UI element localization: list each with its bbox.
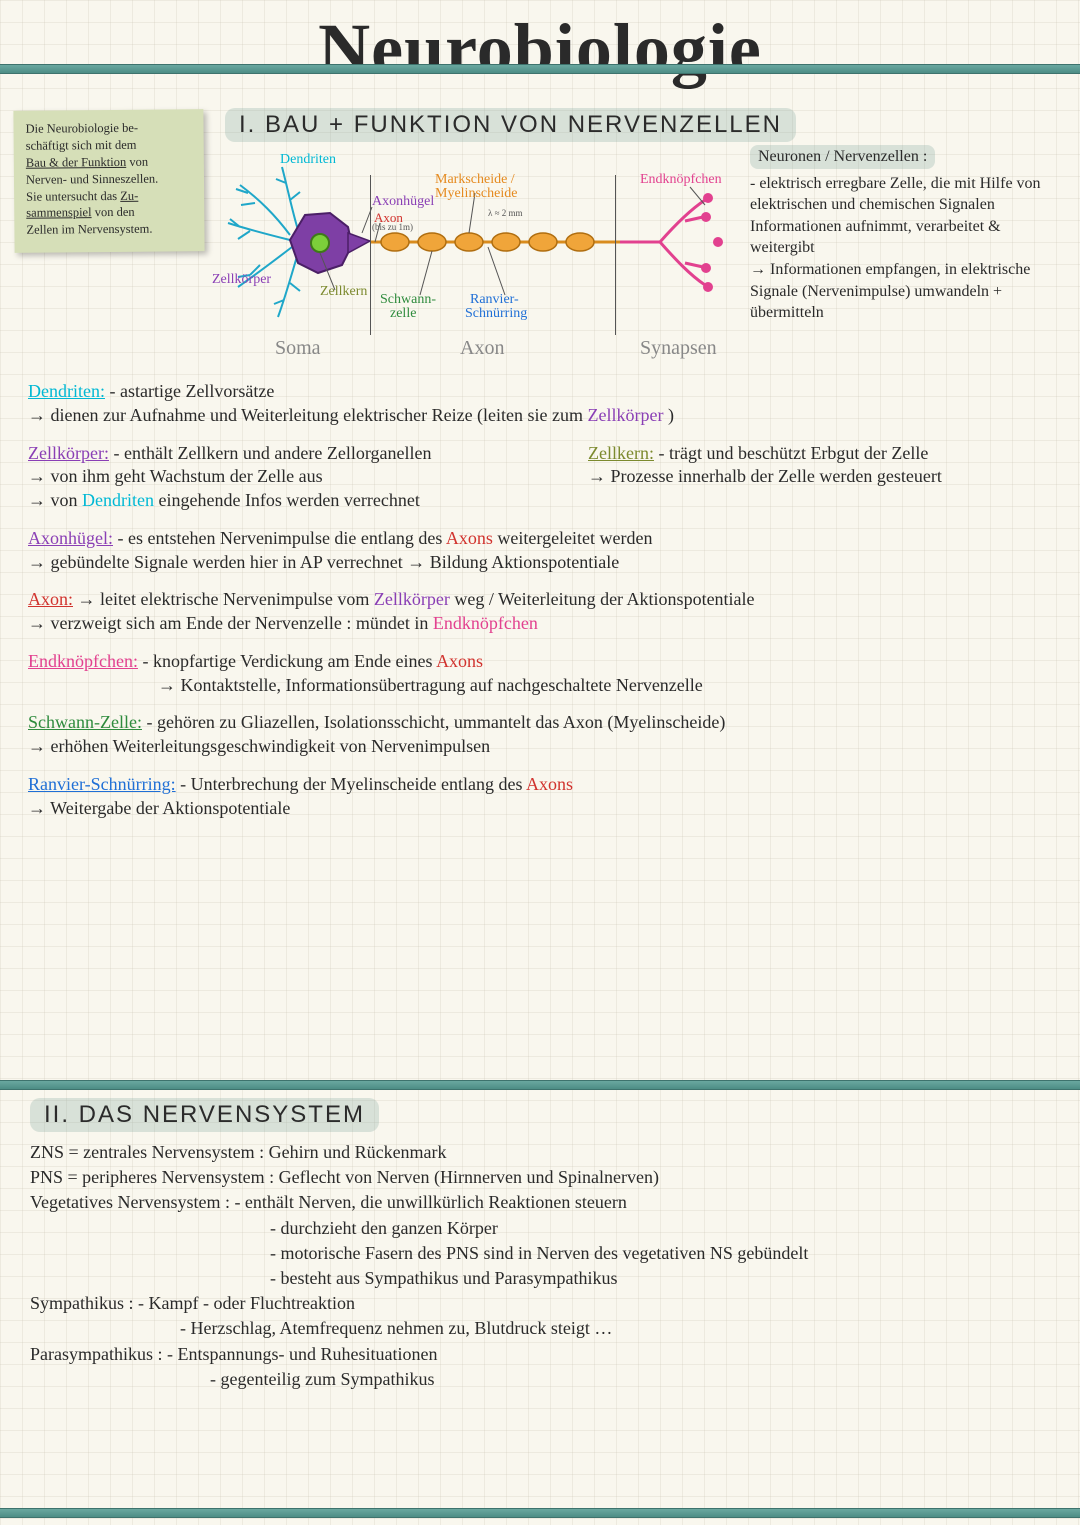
sticky-l3a: Bau & der Funktion <box>26 155 126 170</box>
lbl-mark2: Myelinscheide <box>435 187 517 202</box>
lbl-zellkoerper: Zellkörper <box>212 273 271 288</box>
sticky-l2: schäftigt sich mit dem <box>26 138 137 153</box>
lbl-axonhuegel: Axonhügel <box>372 195 434 210</box>
neuron-definition-box: Neuronen / Nervenzellen : - elektrisch e… <box>750 145 1060 324</box>
t-zellkoerper: Zellkörper: <box>28 443 109 463</box>
t-zellkern: Zellkern: <box>588 443 654 463</box>
region-synapsen: Synapsen <box>640 337 717 360</box>
d-zk-1: - enthält Zellkern und andere Zellorgane… <box>113 443 431 463</box>
d-ax-1a: → leitet elektrische Nervenimpulse vom <box>78 589 374 609</box>
d-rv-2: → Weitergabe der Aktionspotentiale <box>28 798 290 818</box>
d-zk-3c: eingehende Infos werden verrechnet <box>158 490 419 510</box>
rb-b1: - elektrisch erregbare Zelle, die mit Hi… <box>750 175 1041 257</box>
rb-b2: → Informationen empfangen, in elektrisch… <box>750 261 1030 321</box>
t-ranvier: Ranvier-Schnürring: <box>28 774 176 794</box>
d-dendriten-2c: ) <box>668 405 674 425</box>
sticky-l5a: Sie untersucht das <box>26 188 120 203</box>
t-dendriten: Dendriten: <box>28 381 105 401</box>
rb-heading: Neuronen / Nervenzellen : <box>750 145 935 169</box>
region-soma: Soma <box>275 337 321 360</box>
s2-veg-b: - durchzieht den ganzen Körper <box>30 1216 1050 1241</box>
s2-veg-c: - motorische Fasern des PNS sind in Nerv… <box>30 1241 1050 1266</box>
sticky-l1: Die Neurobiologie be- <box>25 121 138 136</box>
d-ek-1a: - knopfartige Verdickung am Ende eines <box>142 651 436 671</box>
sticky-l7: Zellen im Nervensystem. <box>26 222 152 237</box>
sticky-l3b: von <box>126 154 148 168</box>
def-zellkoerper-zellkern: Zellkörper: - enthält Zellkern und ander… <box>28 442 1056 513</box>
section-2-body: ZNS = zentrales Nervensystem : Gehirn un… <box>30 1140 1050 1392</box>
sticky-l5b: Zu- <box>120 188 138 202</box>
d-zk-2: → von ihm geht Wachstum der Zelle aus <box>28 466 323 486</box>
d-rv-1a: - Unterbrechung der Myelinscheide entlan… <box>180 774 526 794</box>
def-schwann: Schwann-Zelle: - gehören zu Gliazellen, … <box>28 711 1056 759</box>
d-ah-2: → gebündelte Signale werden hier in AP v… <box>28 552 619 572</box>
d-ek-2: → Kontaktstelle, Informationsübertragung… <box>28 675 703 695</box>
sticky-l6a: sammenspiel <box>26 206 91 221</box>
sticky-l6b: von den <box>91 205 134 219</box>
lbl-zellkern: Zellkern <box>320 285 367 300</box>
section-2-heading-text: II. DAS NERVENSYSTEM <box>30 1098 379 1132</box>
d-sw-1: - gehören zu Gliazellen, Isolationsschic… <box>146 712 725 732</box>
page-title: Neurobiologie <box>0 0 1080 91</box>
d-zk-3b: Dendriten <box>82 490 154 510</box>
d-ax-2a: → verzweigt sich am Ende der Nervenzelle… <box>28 613 433 633</box>
lbl-schwann2: zelle <box>390 307 416 322</box>
region-axon: Axon <box>460 337 504 360</box>
s2-para-b: - gegenteilig zum Sympathikus <box>30 1367 1050 1392</box>
s2-veg-d: - besteht aus Sympathikus und Parasympat… <box>30 1266 1050 1291</box>
d-zkern-2: → Prozesse innerhalb der Zelle werden ge… <box>588 466 942 486</box>
sticky-note: Die Neurobiologie be- schäftigt sich mit… <box>13 109 204 253</box>
d-ek-1b: Axons <box>436 651 483 671</box>
lbl-ranvier2: Schnürring <box>465 307 527 322</box>
t-axon: Axon: <box>28 589 73 609</box>
definitions: Dendriten: - astartige Zellvorsätze → di… <box>28 380 1056 834</box>
d-sw-2: → erhöhen Weiterleitungsgeschwindigkeit … <box>28 736 490 756</box>
d-ah-1a: - es entstehen Nervenimpulse die entlang… <box>118 528 446 548</box>
d-ax-2b: Endknöpfchen <box>433 613 538 633</box>
section-1-heading: I. BAU + FUNKTION VON NERVENZELLEN <box>225 108 796 142</box>
s2-veg-lead: Vegetatives Nervensystem : - enthält Ner… <box>30 1190 1050 1215</box>
def-ranvier: Ranvier-Schnürring: - Unterbrechung der … <box>28 773 1056 821</box>
def-endknopf: Endknöpfchen: - knopfartige Verdickung a… <box>28 650 1056 698</box>
s2-para-lead: Parasympathikus : - Entspannungs- und Ru… <box>30 1342 1050 1367</box>
d-rv-1b: Axons <box>526 774 573 794</box>
t-endknopf: Endknöpfchen: <box>28 651 138 671</box>
divider-mid <box>0 1080 1080 1090</box>
d-zk-3a: → von <box>28 490 82 510</box>
d-dendriten-1: - astartige Zellvorsätze <box>109 381 274 401</box>
lbl-endknopf: Endknöpfchen <box>640 173 722 188</box>
section-1-heading-text: I. BAU + FUNKTION VON NERVENZELLEN <box>225 108 796 142</box>
def-dendriten: Dendriten: - astartige Zellvorsätze → di… <box>28 380 1056 428</box>
d-ah-1c: weitergeleitet werden <box>497 528 652 548</box>
lbl-axon-note: (bis zu 1m) <box>372 223 413 232</box>
d-dendriten-2b: Zellkörper <box>588 405 664 425</box>
def-axonhuegel: Axonhügel: - es entstehen Nervenimpulse … <box>28 527 1056 575</box>
s2-pns: PNS = peripheres Nervensystem : Geflecht… <box>30 1165 1050 1190</box>
region-divider-2 <box>615 175 616 335</box>
def-axon: Axon: → leitet elektrische Nervenimpulse… <box>28 588 1056 636</box>
d-ax-1c: weg / Weiterleitung der Aktionspotential… <box>454 589 754 609</box>
lbl-lambda: λ ≈ 2 mm <box>488 209 523 218</box>
lbl-dendriten: Dendriten <box>280 153 336 168</box>
sticky-l4: Nerven- und Sinneszellen. <box>26 171 158 186</box>
neuron-diagram: Soma Axon Synapsen Dendriten Zellkörper … <box>220 145 740 360</box>
d-ah-1b: Axons <box>446 528 493 548</box>
d-ax-1b: Zellkörper <box>374 589 450 609</box>
s2-zns: ZNS = zentrales Nervensystem : Gehirn un… <box>30 1140 1050 1165</box>
section-2-heading: II. DAS NERVENSYSTEM <box>30 1098 379 1132</box>
region-divider-1 <box>370 175 371 335</box>
divider-bottom <box>0 1508 1080 1518</box>
s2-symp-b: - Herzschlag, Atemfrequenz nehmen zu, Bl… <box>30 1316 1050 1341</box>
divider-top <box>0 64 1080 74</box>
t-schwann: Schwann-Zelle: <box>28 712 142 732</box>
d-dendriten-2a: → dienen zur Aufnahme und Weiterleitung … <box>28 405 588 425</box>
t-axonhuegel: Axonhügel: <box>28 528 113 548</box>
d-zkern-1: - trägt und beschützt Erbgut der Zelle <box>658 443 928 463</box>
s2-symp-lead: Sympathikus : - Kampf - oder Fluchtreakt… <box>30 1291 1050 1316</box>
